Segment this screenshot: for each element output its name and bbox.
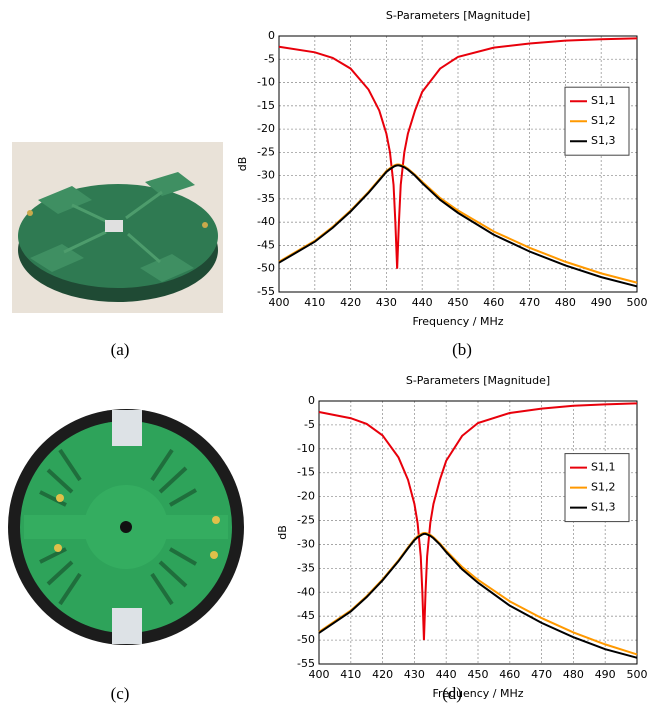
y-tick-label: -55 bbox=[297, 657, 315, 670]
x-tick-label: 420 bbox=[372, 668, 393, 681]
legend-label: S1,1 bbox=[591, 461, 615, 474]
chart-title: S-Parameters [Magnitude] bbox=[386, 9, 530, 22]
plot-frame bbox=[278, 35, 638, 293]
x-tick-label: 500 bbox=[627, 296, 648, 309]
legend-label: S1,2 bbox=[591, 481, 615, 494]
x-axis-label: Frequency / MHz bbox=[432, 687, 523, 700]
legend-label: S1,1 bbox=[591, 94, 615, 107]
x-tick-label: 490 bbox=[595, 668, 616, 681]
y-tick-label: -25 bbox=[297, 514, 315, 527]
y-axis-label: dB bbox=[236, 157, 249, 172]
x-tick-label: 470 bbox=[531, 668, 552, 681]
x-tick-label: 440 bbox=[412, 296, 433, 309]
x-tick-label: 410 bbox=[340, 668, 361, 681]
legend-label: S1,2 bbox=[591, 114, 615, 127]
legend-label: S1,3 bbox=[591, 501, 615, 514]
plot-area bbox=[319, 401, 637, 664]
chart-title: S-Parameters [Magnitude] bbox=[406, 374, 550, 387]
caption: (b) bbox=[452, 340, 472, 359]
caption: (c) bbox=[111, 684, 130, 703]
x-tick-label: 460 bbox=[499, 668, 520, 681]
y-tick-label: -55 bbox=[257, 285, 275, 298]
x-tick-label: 420 bbox=[340, 296, 361, 309]
y-tick-label: -20 bbox=[257, 122, 275, 135]
x-tick-label: 400 bbox=[309, 668, 330, 681]
y-tick-label: -45 bbox=[257, 238, 275, 251]
series-line bbox=[318, 402, 638, 641]
x-tick-label: 500 bbox=[627, 668, 648, 681]
y-tick-label: -10 bbox=[257, 76, 275, 89]
x-tick-label: 410 bbox=[304, 296, 325, 309]
series-line bbox=[278, 37, 638, 269]
x-tick-label: 450 bbox=[448, 296, 469, 309]
x-tick-label: 480 bbox=[563, 668, 584, 681]
photo-a bbox=[12, 142, 223, 313]
x-tick-label: 490 bbox=[591, 296, 612, 309]
y-tick-label: -10 bbox=[297, 442, 315, 455]
y-tick-label: -50 bbox=[257, 262, 275, 275]
y-tick-label: 0 bbox=[268, 29, 275, 42]
caption: (a) bbox=[111, 340, 130, 359]
x-tick-label: 430 bbox=[404, 668, 425, 681]
series-line bbox=[278, 164, 638, 288]
y-tick-label: -5 bbox=[304, 418, 315, 431]
y-tick-label: -50 bbox=[297, 633, 315, 646]
y-tick-label: -35 bbox=[297, 561, 315, 574]
x-tick-label: 400 bbox=[269, 296, 290, 309]
series-line bbox=[318, 532, 638, 659]
y-tick-label: -15 bbox=[297, 466, 315, 479]
y-tick-label: -40 bbox=[257, 215, 275, 228]
plot-frame bbox=[318, 400, 638, 665]
y-tick-label: -30 bbox=[297, 537, 315, 550]
legend-label: S1,3 bbox=[591, 134, 615, 147]
x-axis-label: Frequency / MHz bbox=[412, 315, 503, 328]
x-tick-label: 430 bbox=[376, 296, 397, 309]
x-tick-label: 440 bbox=[436, 668, 457, 681]
y-tick-label: -5 bbox=[264, 52, 275, 65]
y-tick-label: 0 bbox=[308, 394, 315, 407]
y-tick-label: -25 bbox=[257, 145, 275, 158]
y-tick-label: -40 bbox=[297, 585, 315, 598]
y-tick-label: -35 bbox=[257, 192, 275, 205]
y-tick-label: -45 bbox=[297, 609, 315, 622]
caption: (d) bbox=[442, 684, 462, 703]
x-tick-label: 470 bbox=[519, 296, 540, 309]
y-axis-label: dB bbox=[276, 525, 289, 540]
x-tick-label: 460 bbox=[483, 296, 504, 309]
y-tick-label: -30 bbox=[257, 169, 275, 182]
y-tick-label: -15 bbox=[257, 99, 275, 112]
x-tick-label: 480 bbox=[555, 296, 576, 309]
photo-c bbox=[8, 409, 244, 645]
y-tick-label: -20 bbox=[297, 490, 315, 503]
x-tick-label: 450 bbox=[468, 668, 489, 681]
